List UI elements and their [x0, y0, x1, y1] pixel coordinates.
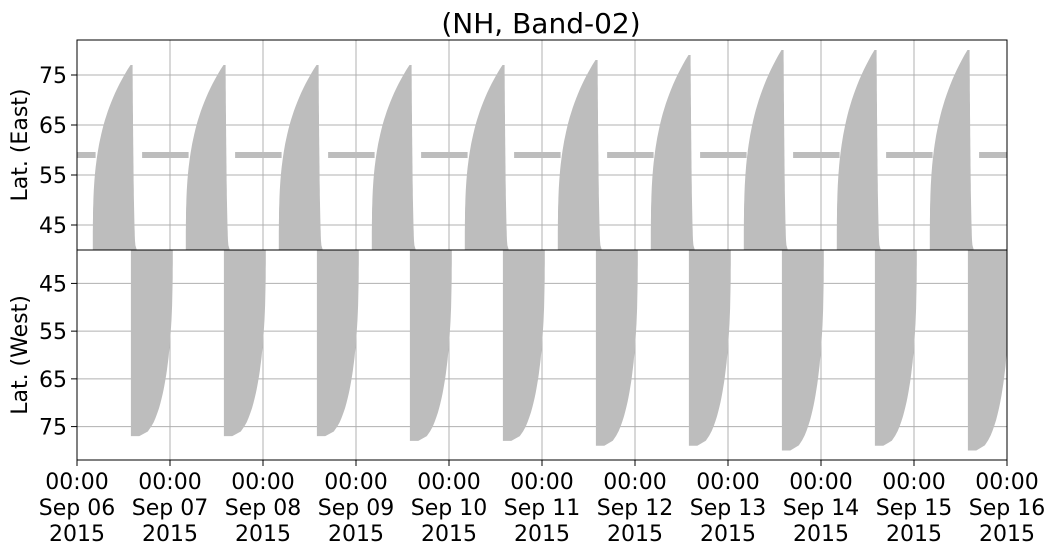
band-9: [886, 152, 933, 158]
ytick-label-east-45: 45: [39, 214, 67, 239]
ytick-label-east-75: 75: [39, 64, 67, 89]
event-west-5: [595, 250, 638, 446]
xtick-year-10: 2015: [979, 522, 1035, 547]
xtick-day-9: Sep 15: [876, 496, 952, 521]
xtick-year-6: 2015: [607, 522, 663, 547]
event-east-7: [743, 50, 788, 250]
event-east-8: [836, 50, 881, 250]
xtick-year-2: 2015: [235, 522, 291, 547]
ytick-label-west-65: 65: [39, 368, 67, 393]
xtick-time-1: 00:00: [138, 470, 201, 495]
xtick-time-10: 00:00: [975, 470, 1038, 495]
event-east-6: [650, 55, 695, 250]
band-3: [328, 152, 375, 158]
ylabel-east: Lat. (East): [8, 89, 33, 202]
event-west-1: [223, 250, 266, 437]
xtick-time-3: 00:00: [324, 470, 387, 495]
xtick-year-9: 2015: [886, 522, 942, 547]
xtick-time-5: 00:00: [510, 470, 573, 495]
band-4: [421, 152, 468, 158]
plot-area-west: [77, 250, 1007, 460]
event-west-4: [502, 250, 545, 441]
band-10: [979, 152, 1007, 158]
xtick-day-2: Sep 08: [225, 496, 301, 521]
xtick-time-9: 00:00: [882, 470, 945, 495]
xtick-day-3: Sep 09: [318, 496, 394, 521]
xtick-day-5: Sep 11: [504, 496, 580, 521]
xtick-year-0: 2015: [49, 522, 105, 547]
band-1: [142, 152, 189, 158]
xtick-time-4: 00:00: [417, 470, 480, 495]
event-west-2: [316, 250, 359, 437]
event-east-0: [92, 65, 137, 250]
ytick-label-east-65: 65: [39, 114, 67, 139]
xtick-day-7: Sep 13: [690, 496, 766, 521]
event-west-0: [130, 250, 173, 437]
xtick-year-4: 2015: [421, 522, 477, 547]
xtick-day-1: Sep 07: [132, 496, 208, 521]
ytick-label-west-75: 75: [39, 416, 67, 441]
event-west-7: [781, 250, 824, 451]
event-east-4: [464, 65, 509, 250]
xtick-day-4: Sep 10: [411, 496, 487, 521]
event-west-8: [874, 250, 917, 446]
xtick-day-10: Sep 16: [969, 496, 1045, 521]
event-east-5: [557, 60, 602, 250]
ytick-label-east-55: 55: [39, 164, 67, 189]
xtick-day-0: Sep 06: [39, 496, 115, 521]
plot-area-east: [77, 40, 1007, 250]
xtick-year-7: 2015: [700, 522, 756, 547]
xtick-time-8: 00:00: [789, 470, 852, 495]
band-8: [793, 152, 840, 158]
event-east-1: [185, 65, 230, 250]
event-west-3: [409, 250, 452, 441]
ytick-label-west-55: 55: [39, 320, 67, 345]
xtick-time-0: 00:00: [45, 470, 108, 495]
xtick-year-3: 2015: [328, 522, 384, 547]
xtick-day-8: Sep 14: [783, 496, 859, 521]
xtick-time-2: 00:00: [231, 470, 294, 495]
event-west-6: [688, 250, 731, 446]
band-2: [235, 152, 282, 158]
band-5: [514, 152, 561, 158]
band-0: [77, 152, 96, 158]
event-east-9: [929, 50, 974, 250]
ytick-label-west-45: 45: [39, 272, 67, 297]
xtick-year-8: 2015: [793, 522, 849, 547]
xtick-year-1: 2015: [142, 522, 198, 547]
chart-title: (NH, Band-02): [441, 7, 640, 40]
xtick-time-7: 00:00: [696, 470, 759, 495]
ylabel-west: Lat. (West): [8, 295, 33, 415]
event-east-3: [371, 65, 416, 250]
band-7: [700, 152, 747, 158]
xtick-day-6: Sep 12: [597, 496, 673, 521]
band-6: [607, 152, 654, 158]
event-west-9: [967, 250, 1007, 451]
xtick-year-5: 2015: [514, 522, 570, 547]
xtick-time-6: 00:00: [603, 470, 666, 495]
event-east-2: [278, 65, 323, 250]
